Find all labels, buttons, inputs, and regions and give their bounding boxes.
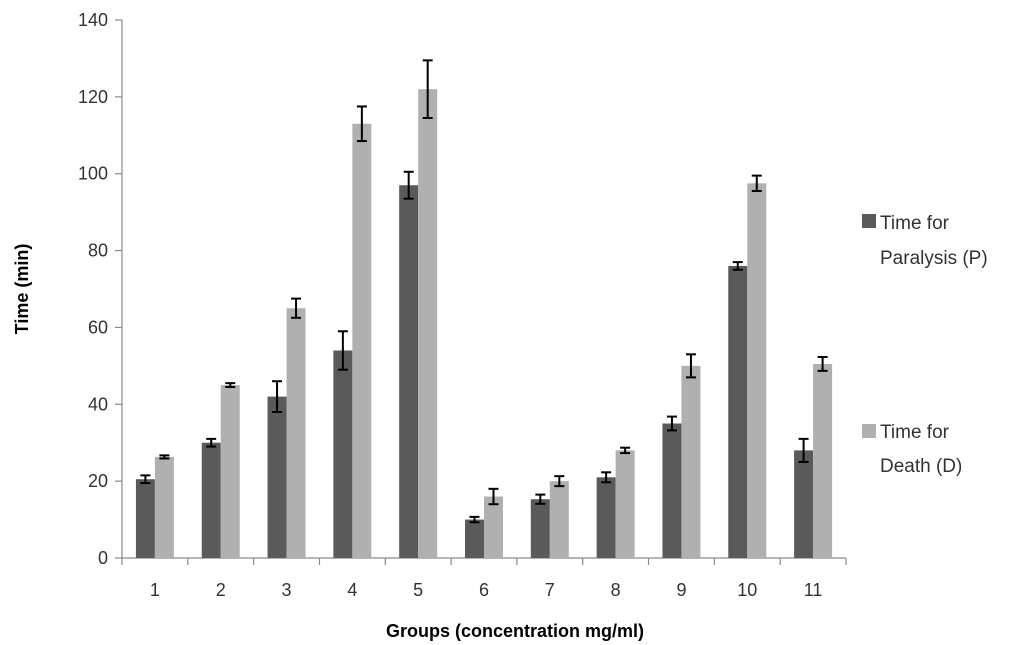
bar-paralysis xyxy=(201,442,221,558)
x-tick-label: 4 xyxy=(347,580,357,600)
bar-paralysis xyxy=(728,265,748,558)
legend-label-death-line2: Death (D) xyxy=(880,456,962,477)
bar-paralysis xyxy=(794,450,814,558)
legend: Time for Paralysis (P) Time for Death (D… xyxy=(862,213,988,477)
y-tick-label: 40 xyxy=(88,394,108,414)
y-tick-label: 100 xyxy=(78,164,108,184)
bar-death xyxy=(154,456,174,558)
bar-death xyxy=(549,481,569,558)
x-axis: 1 2 3 4 5 6 7 8 9 10 11 xyxy=(121,557,847,600)
bar-paralysis xyxy=(662,423,682,558)
y-tick-label: 120 xyxy=(78,87,108,107)
x-tick-label: 9 xyxy=(676,580,686,600)
error-bars xyxy=(140,59,828,524)
x-tick-label: 3 xyxy=(282,580,292,600)
y-tick-label: 20 xyxy=(88,471,108,491)
x-tick-label: 6 xyxy=(479,580,489,600)
legend-swatch-death xyxy=(862,424,876,438)
x-tick-label: 5 xyxy=(413,580,423,600)
x-axis-title: Groups (concentration mg/ml) xyxy=(386,621,644,641)
y-axis-title: Time (min) xyxy=(12,244,32,335)
bar-death xyxy=(484,496,503,558)
bar-death xyxy=(220,385,240,558)
x-tick-label: 11 xyxy=(804,580,823,600)
x-tick-label: 8 xyxy=(611,580,621,600)
bar-paralysis xyxy=(465,519,484,558)
bar-death xyxy=(615,450,635,558)
x-tick-label: 10 xyxy=(737,580,757,600)
bar-death xyxy=(352,123,372,558)
bar-paralysis xyxy=(267,396,287,558)
bars xyxy=(135,89,833,559)
bar-death xyxy=(681,365,701,558)
legend-item-death: Time for Death (D) xyxy=(862,422,962,477)
y-tick-label: 60 xyxy=(88,317,108,337)
bar-death xyxy=(286,308,306,558)
y-tick-label: 0 xyxy=(98,548,108,568)
legend-swatch-paralysis xyxy=(862,214,876,228)
bar-death xyxy=(813,363,833,558)
y-tick-label: 80 xyxy=(88,241,108,261)
bar-death xyxy=(747,183,767,559)
bar-paralysis xyxy=(135,479,155,558)
legend-label-paralysis-line2: Paralysis (P) xyxy=(880,248,988,269)
x-tick-label: 7 xyxy=(545,580,555,600)
legend-label-death-line1: Time for xyxy=(880,422,950,443)
x-tick-label: 1 xyxy=(150,580,160,600)
bar-paralysis xyxy=(399,185,419,558)
bar-paralysis xyxy=(596,477,616,558)
y-tick-label: 140 xyxy=(78,10,108,30)
bar-death xyxy=(418,89,438,559)
legend-item-paralysis: Time for Paralysis (P) xyxy=(862,213,988,269)
x-tick-label: 2 xyxy=(216,580,226,600)
bar-paralysis xyxy=(333,350,353,558)
legend-label-paralysis-line1: Time for xyxy=(880,213,950,234)
y-axis: 0 20 40 60 80 100 120 140 xyxy=(78,10,123,568)
bar-paralysis xyxy=(530,499,550,558)
